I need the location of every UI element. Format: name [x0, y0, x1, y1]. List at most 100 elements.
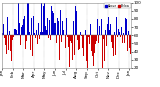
Bar: [83, 35, 84, 56]
Bar: [37, 35, 38, 44]
Bar: [49, 20, 50, 35]
Bar: [29, 32, 30, 35]
Bar: [21, 27, 22, 35]
Bar: [9, 31, 10, 35]
Bar: [57, 18, 58, 35]
Bar: [86, 35, 87, 61]
Bar: [80, 32, 81, 35]
Bar: [109, 30, 110, 35]
Bar: [63, 30, 64, 35]
Bar: [127, 35, 128, 36]
Bar: [38, 23, 39, 35]
Bar: [130, 35, 131, 54]
Bar: [90, 24, 91, 35]
Bar: [98, 35, 99, 43]
Bar: [78, 35, 79, 50]
Bar: [30, 35, 31, 50]
Bar: [52, 11, 53, 35]
Bar: [88, 35, 89, 60]
Bar: [106, 35, 107, 46]
Bar: [77, 35, 78, 40]
Bar: [81, 35, 82, 36]
Bar: [129, 35, 130, 48]
Bar: [48, 20, 49, 35]
Bar: [56, 35, 57, 43]
Bar: [59, 17, 60, 35]
Bar: [55, 23, 56, 35]
Bar: [6, 35, 7, 54]
Bar: [67, 35, 68, 37]
Bar: [102, 35, 103, 72]
Bar: [85, 30, 86, 35]
Bar: [92, 35, 93, 56]
Bar: [60, 16, 61, 35]
Bar: [42, 14, 43, 35]
Bar: [122, 35, 123, 43]
Bar: [40, 32, 41, 35]
Bar: [82, 35, 83, 48]
Bar: [13, 35, 14, 37]
Bar: [112, 35, 113, 48]
Bar: [116, 3, 117, 35]
Bar: [75, 6, 76, 35]
Bar: [89, 35, 90, 44]
Bar: [45, 26, 46, 35]
Bar: [128, 35, 129, 48]
Bar: [27, 3, 28, 35]
Bar: [15, 29, 16, 35]
Bar: [124, 35, 125, 43]
Bar: [113, 35, 114, 56]
Bar: [95, 35, 96, 44]
Bar: [43, 6, 44, 35]
Bar: [8, 13, 9, 35]
Bar: [24, 16, 25, 35]
Bar: [120, 35, 121, 37]
Bar: [74, 35, 75, 55]
Bar: [23, 19, 24, 35]
Bar: [3, 24, 4, 35]
Bar: [108, 17, 109, 35]
Bar: [111, 35, 112, 42]
Bar: [20, 3, 21, 35]
Bar: [28, 3, 29, 35]
Bar: [65, 35, 66, 46]
Bar: [99, 26, 100, 35]
Bar: [11, 35, 12, 61]
Legend: Above, Below: Above, Below: [104, 3, 131, 8]
Bar: [16, 30, 17, 35]
Bar: [2, 35, 3, 48]
Bar: [25, 8, 26, 35]
Bar: [119, 32, 120, 35]
Bar: [87, 35, 88, 61]
Bar: [121, 27, 122, 35]
Bar: [76, 11, 77, 35]
Bar: [33, 16, 34, 35]
Bar: [69, 35, 70, 67]
Bar: [94, 35, 95, 53]
Bar: [72, 35, 73, 60]
Bar: [79, 35, 80, 49]
Bar: [18, 3, 19, 35]
Bar: [126, 19, 127, 35]
Bar: [70, 35, 71, 41]
Bar: [5, 35, 6, 45]
Bar: [41, 3, 42, 35]
Bar: [62, 21, 63, 35]
Bar: [32, 35, 33, 56]
Bar: [54, 23, 55, 35]
Bar: [51, 6, 52, 35]
Bar: [68, 35, 69, 47]
Bar: [123, 33, 124, 35]
Bar: [46, 30, 47, 35]
Bar: [101, 19, 102, 35]
Bar: [103, 35, 104, 39]
Bar: [71, 35, 72, 43]
Bar: [117, 35, 118, 37]
Bar: [50, 35, 51, 40]
Bar: [39, 35, 40, 39]
Bar: [125, 18, 126, 35]
Bar: [73, 21, 74, 35]
Bar: [22, 25, 23, 35]
Bar: [44, 3, 45, 35]
Bar: [61, 35, 62, 42]
